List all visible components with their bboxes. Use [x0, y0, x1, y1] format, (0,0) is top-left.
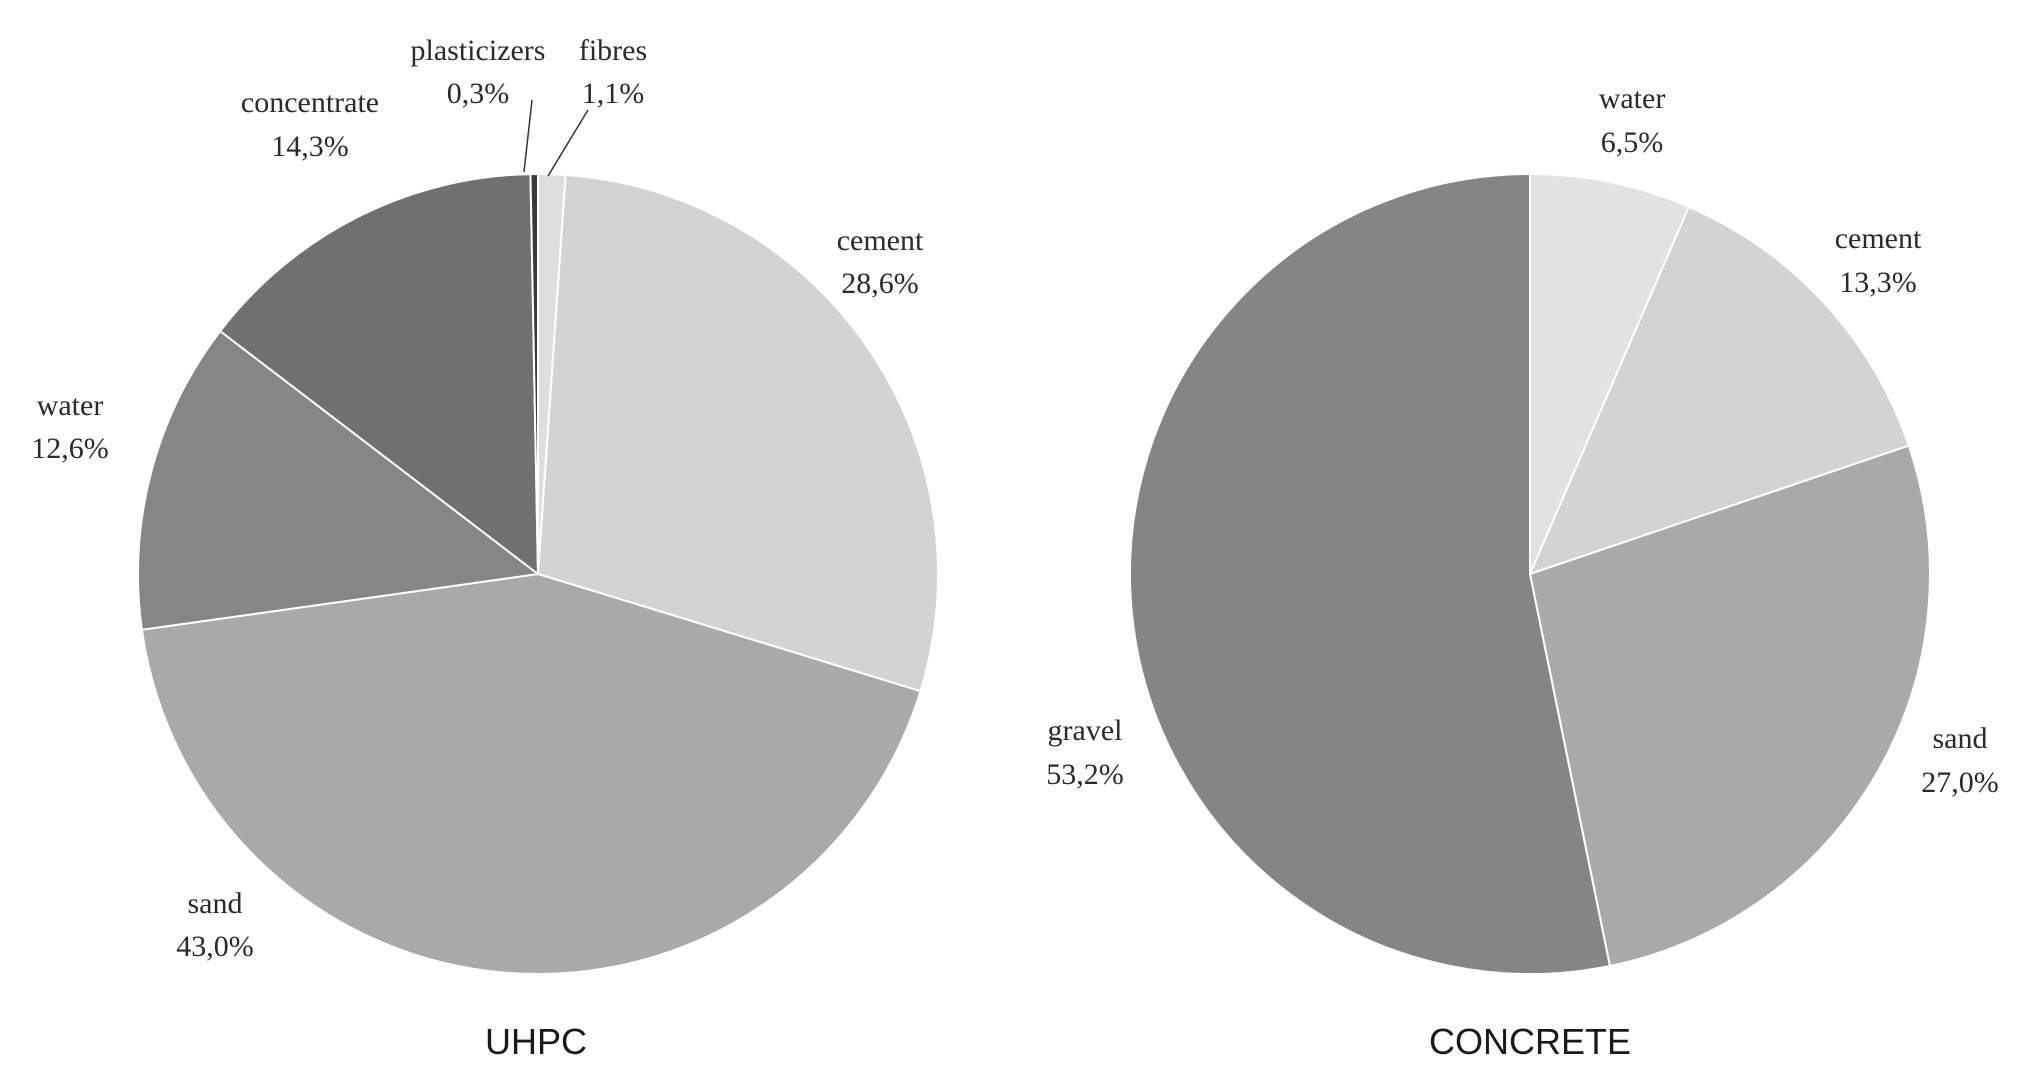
uhpc-leader-fibres — [547, 109, 589, 177]
uhpc-label-sand: sand — [188, 887, 243, 920]
uhpc-label-fibres: fibres — [579, 34, 647, 67]
uhpc-value-plasticizers: 0,3% — [447, 77, 510, 110]
uhpc-label-plasticizers: plasticizers — [411, 34, 546, 67]
uhpc-value-concentrate: 14,3% — [271, 130, 349, 163]
uhpc-chart-title: UHPC — [485, 1021, 587, 1062]
concrete-value-sand: 27,0% — [1921, 766, 1999, 799]
concrete-label-gravel: gravel — [1048, 714, 1123, 747]
uhpc-slices — [137, 172, 939, 975]
uhpc-label-concentrate: concentrate — [241, 86, 379, 119]
concrete-value-water: 6,5% — [1601, 126, 1664, 159]
uhpc-value-cement: 28,6% — [841, 267, 919, 300]
uhpc-slice-sand — [140, 572, 922, 975]
concrete-slice-sand — [1528, 444, 1931, 968]
uhpc-slice-water — [137, 329, 541, 631]
concrete-label-sand: sand — [1933, 722, 1988, 755]
uhpc-pie-chart: plasticizers 0,3% fibres 1,1% concentrat… — [31, 34, 939, 1062]
uhpc-label-water: water — [37, 389, 104, 422]
uhpc-slice-cement — [536, 173, 939, 693]
uhpc-value-water: 12,6% — [31, 432, 109, 465]
uhpc-leader-lines — [523, 99, 589, 177]
concrete-slice-gravel — [1128, 172, 1612, 975]
concrete-label-cement: cement — [1835, 222, 1922, 255]
uhpc-slice-plasticizers — [529, 172, 539, 575]
concrete-value-cement: 13,3% — [1839, 266, 1917, 299]
uhpc-value-fibres: 1,1% — [582, 77, 645, 110]
concrete-value-gravel: 53,2% — [1046, 758, 1124, 791]
concrete-pie-chart: water 6,5% cement 13,3% sand 27,0% grave… — [1046, 82, 1999, 1062]
concrete-slices — [1128, 172, 1931, 975]
concrete-slice-water — [1529, 172, 1691, 575]
uhpc-label-cement: cement — [837, 224, 924, 257]
uhpc-value-sand: 43,0% — [176, 930, 254, 963]
uhpc-leader-plasticizers — [523, 99, 533, 173]
concrete-slice-cement — [1528, 205, 1911, 576]
concrete-chart-title: CONCRETE — [1429, 1021, 1631, 1062]
uhpc-slice-concentrate — [218, 173, 540, 577]
concrete-label-water: water — [1599, 82, 1666, 115]
